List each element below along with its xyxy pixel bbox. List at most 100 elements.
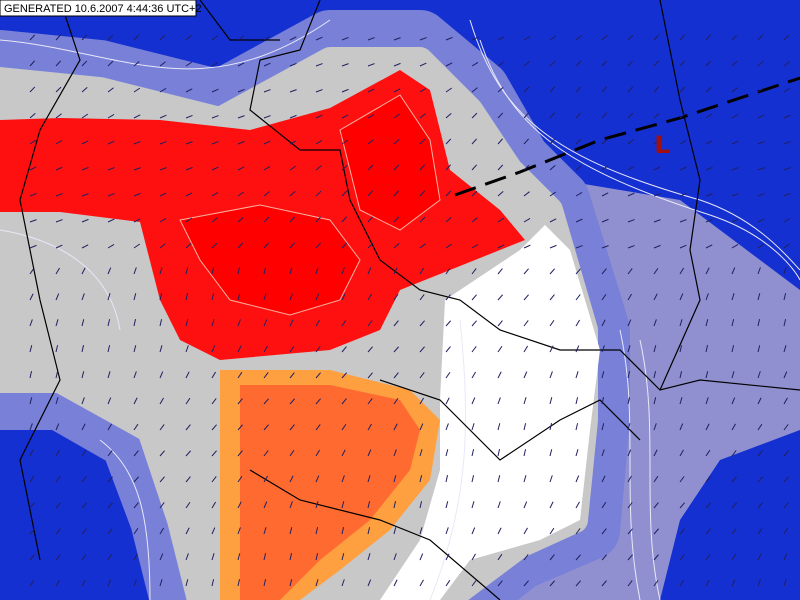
wind-barb <box>263 165 271 171</box>
wind-barb <box>55 113 62 119</box>
wind-barb <box>731 553 737 561</box>
wind-barb <box>159 217 167 223</box>
wind-barb <box>107 423 112 431</box>
wind-barb <box>133 319 137 327</box>
wind-barb <box>133 579 137 587</box>
wind-barb <box>55 267 60 275</box>
wind-barb <box>757 218 765 223</box>
wind-barb <box>705 113 713 119</box>
wind-barb <box>55 166 63 171</box>
wind-barb <box>393 501 397 509</box>
wind-barb <box>367 113 375 119</box>
wind-barb <box>601 501 607 509</box>
wind-barb <box>159 476 165 483</box>
wind-barb <box>549 449 553 457</box>
wind-barb <box>289 319 294 327</box>
wind-barb <box>81 166 89 171</box>
contour-lines <box>0 19 800 600</box>
wind-barb <box>731 34 738 41</box>
wind-barb <box>159 61 166 67</box>
wind-barb <box>783 527 789 535</box>
wind-barb <box>419 216 426 223</box>
wind-barb <box>341 553 345 561</box>
wind-barb <box>159 450 165 457</box>
wind-barb <box>653 34 660 41</box>
wind-barb <box>445 527 449 535</box>
wind-barb <box>133 61 140 67</box>
wind-barb <box>211 319 215 327</box>
wind-barb <box>55 86 62 93</box>
wind-barb <box>653 423 657 431</box>
wind-barb <box>575 554 581 561</box>
wind-barb <box>575 268 581 275</box>
wind-barb <box>679 554 685 561</box>
wind-barb <box>263 140 271 145</box>
wind-barb <box>445 346 451 353</box>
wind-barb <box>81 449 87 457</box>
wind-barb <box>367 501 371 509</box>
white-area <box>380 225 600 600</box>
wind-barb <box>315 293 320 301</box>
wind-barb <box>81 87 88 93</box>
wind-barb <box>367 164 374 171</box>
wind-barb <box>549 35 557 41</box>
wind-barb <box>653 112 660 119</box>
wind-barb <box>731 319 735 327</box>
wind-barb <box>81 60 88 67</box>
border <box>379 379 641 461</box>
wind-barb <box>211 242 218 249</box>
wind-barb <box>185 35 192 41</box>
wind-barb <box>55 528 61 535</box>
wind-barb <box>159 34 166 41</box>
wind-barb <box>783 319 787 327</box>
wind-barb <box>471 138 478 145</box>
wind-barb <box>211 450 217 457</box>
wind-barb <box>497 138 503 145</box>
wind-barb <box>393 37 401 41</box>
wind-barb <box>107 450 113 457</box>
wind-barb <box>549 86 556 93</box>
wind-barb <box>159 267 163 275</box>
wind-barb <box>211 527 216 535</box>
wind-barb <box>211 345 216 353</box>
wind-barb <box>393 475 397 483</box>
wind-barb <box>705 244 713 249</box>
wind-barb <box>419 267 424 275</box>
wind-barb <box>393 293 399 301</box>
wind-barb <box>471 164 478 171</box>
wind-barb <box>497 244 505 249</box>
wind-barb <box>107 60 114 67</box>
wind-barb <box>133 114 141 119</box>
wind-barb <box>55 579 61 587</box>
wind-barb <box>757 140 765 145</box>
wind-barb <box>341 190 348 197</box>
wind-barb <box>601 34 608 41</box>
wind-barb <box>81 34 87 41</box>
border <box>199 0 280 41</box>
wind-barb <box>289 345 295 353</box>
wind-barb <box>549 397 553 405</box>
wind-barb <box>185 476 191 483</box>
wind-barb <box>185 501 191 509</box>
wind-barb <box>783 397 788 405</box>
wind-barb <box>575 501 580 509</box>
wind-barb <box>263 242 270 249</box>
wind-barb <box>601 112 608 119</box>
wind-barb <box>289 242 295 249</box>
wind-barb <box>601 528 607 535</box>
wind-barb <box>523 449 527 457</box>
wind-barb <box>185 450 191 457</box>
wind-barb <box>497 449 501 457</box>
wind-barb <box>341 88 349 93</box>
wind-barb <box>627 245 635 249</box>
wind-barb <box>445 36 453 41</box>
wind-barb <box>653 60 659 67</box>
wind-barb <box>679 219 687 223</box>
wind-barb <box>575 138 582 145</box>
contour <box>469 19 800 271</box>
wind-barb <box>289 501 293 509</box>
wind-barb <box>601 293 607 301</box>
wind-barb <box>185 61 193 67</box>
wind-barb <box>523 554 529 561</box>
